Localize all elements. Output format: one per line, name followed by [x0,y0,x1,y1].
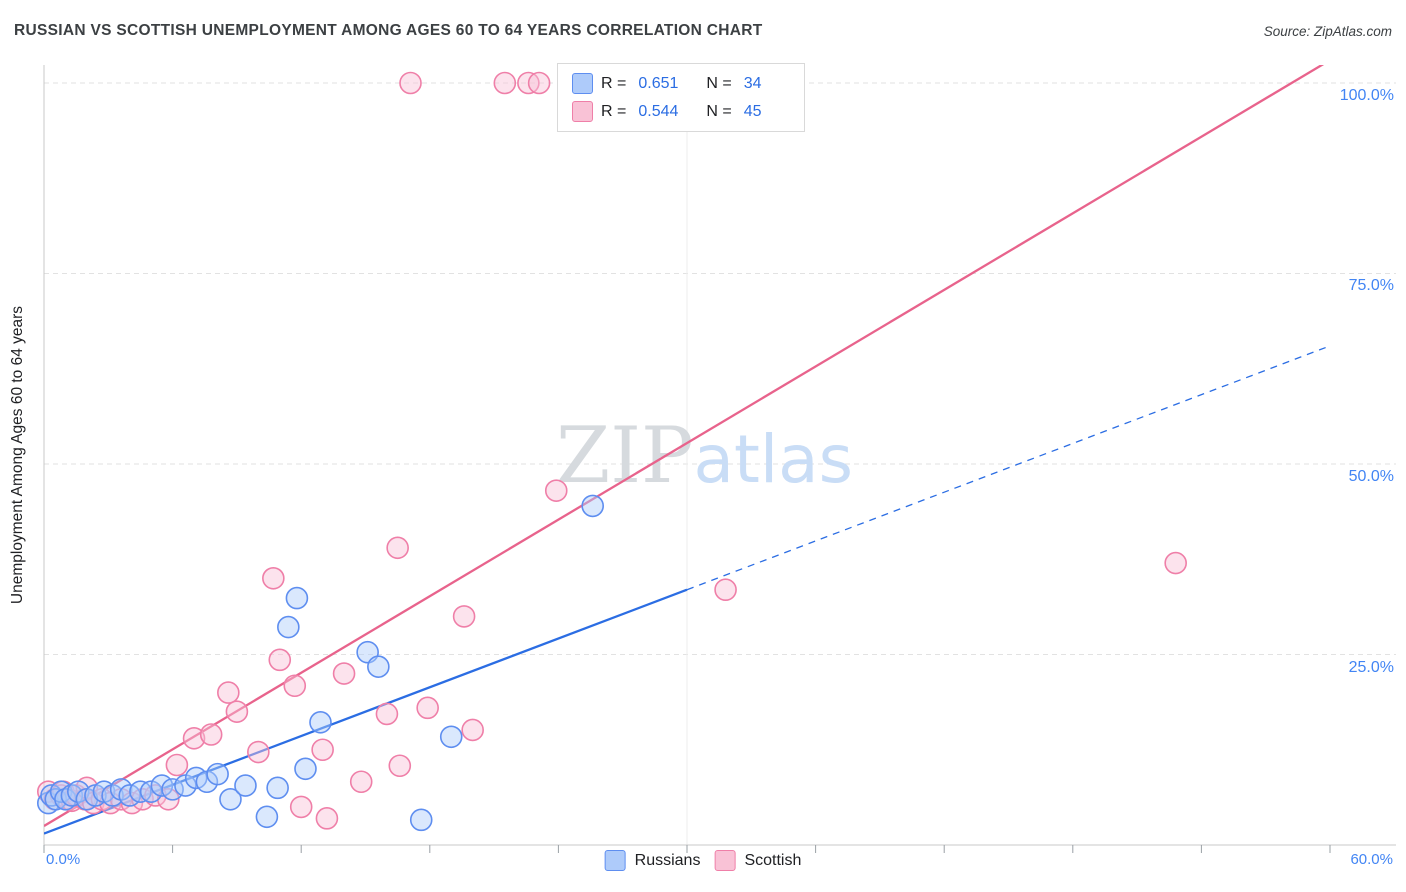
page-title: RUSSIAN VS SCOTTISH UNEMPLOYMENT AMONG A… [14,22,763,39]
stats-row-scottish: R = 0.544 N = 45 [572,101,790,122]
legend-label-scottish: Scottish [744,851,802,869]
n-prefix: N = [706,74,732,92]
x-tick-label-min: 0.0% [46,851,81,868]
stats-row-russians: R = 0.651 N = 34 [572,73,790,94]
scottish-swatch-icon [572,101,593,122]
legend-item-scottish[interactable]: Scottish [714,850,801,871]
series-legend: Russians Scottish [604,850,801,871]
y-tick-label-50: 50.0% [1348,468,1394,485]
r-value-scottish: 0.544 [638,102,679,120]
y-tick-label-25: 25.0% [1348,659,1394,676]
r-prefix: R = [601,74,627,92]
r-prefix: R = [601,102,627,120]
y-tick-label-75: 75.0% [1348,277,1394,294]
legend-label-russians: Russians [634,851,701,869]
x-tick-label-max: 60.0% [1350,851,1393,868]
svg-text:ZIPatlas: ZIPatlas [556,411,853,501]
series-russians [36,494,604,832]
legend-item-russians[interactable]: Russians [604,850,701,871]
russians-swatch-icon [604,850,626,871]
y-tick-label-100: 100.0% [1339,87,1394,104]
r-value-russians: 0.651 [638,74,679,92]
n-prefix: N = [706,102,732,120]
n-value-russians: 34 [743,74,762,92]
scottish-swatch-icon [714,850,736,871]
source-attribution: Source: ZipAtlas.com [1263,24,1392,39]
russians-swatch-icon [572,73,593,94]
correlation-stats-legend: R = 0.651 N = 34 R = 0.544 N = 45 [557,63,805,132]
n-value-scottish: 45 [743,102,762,120]
